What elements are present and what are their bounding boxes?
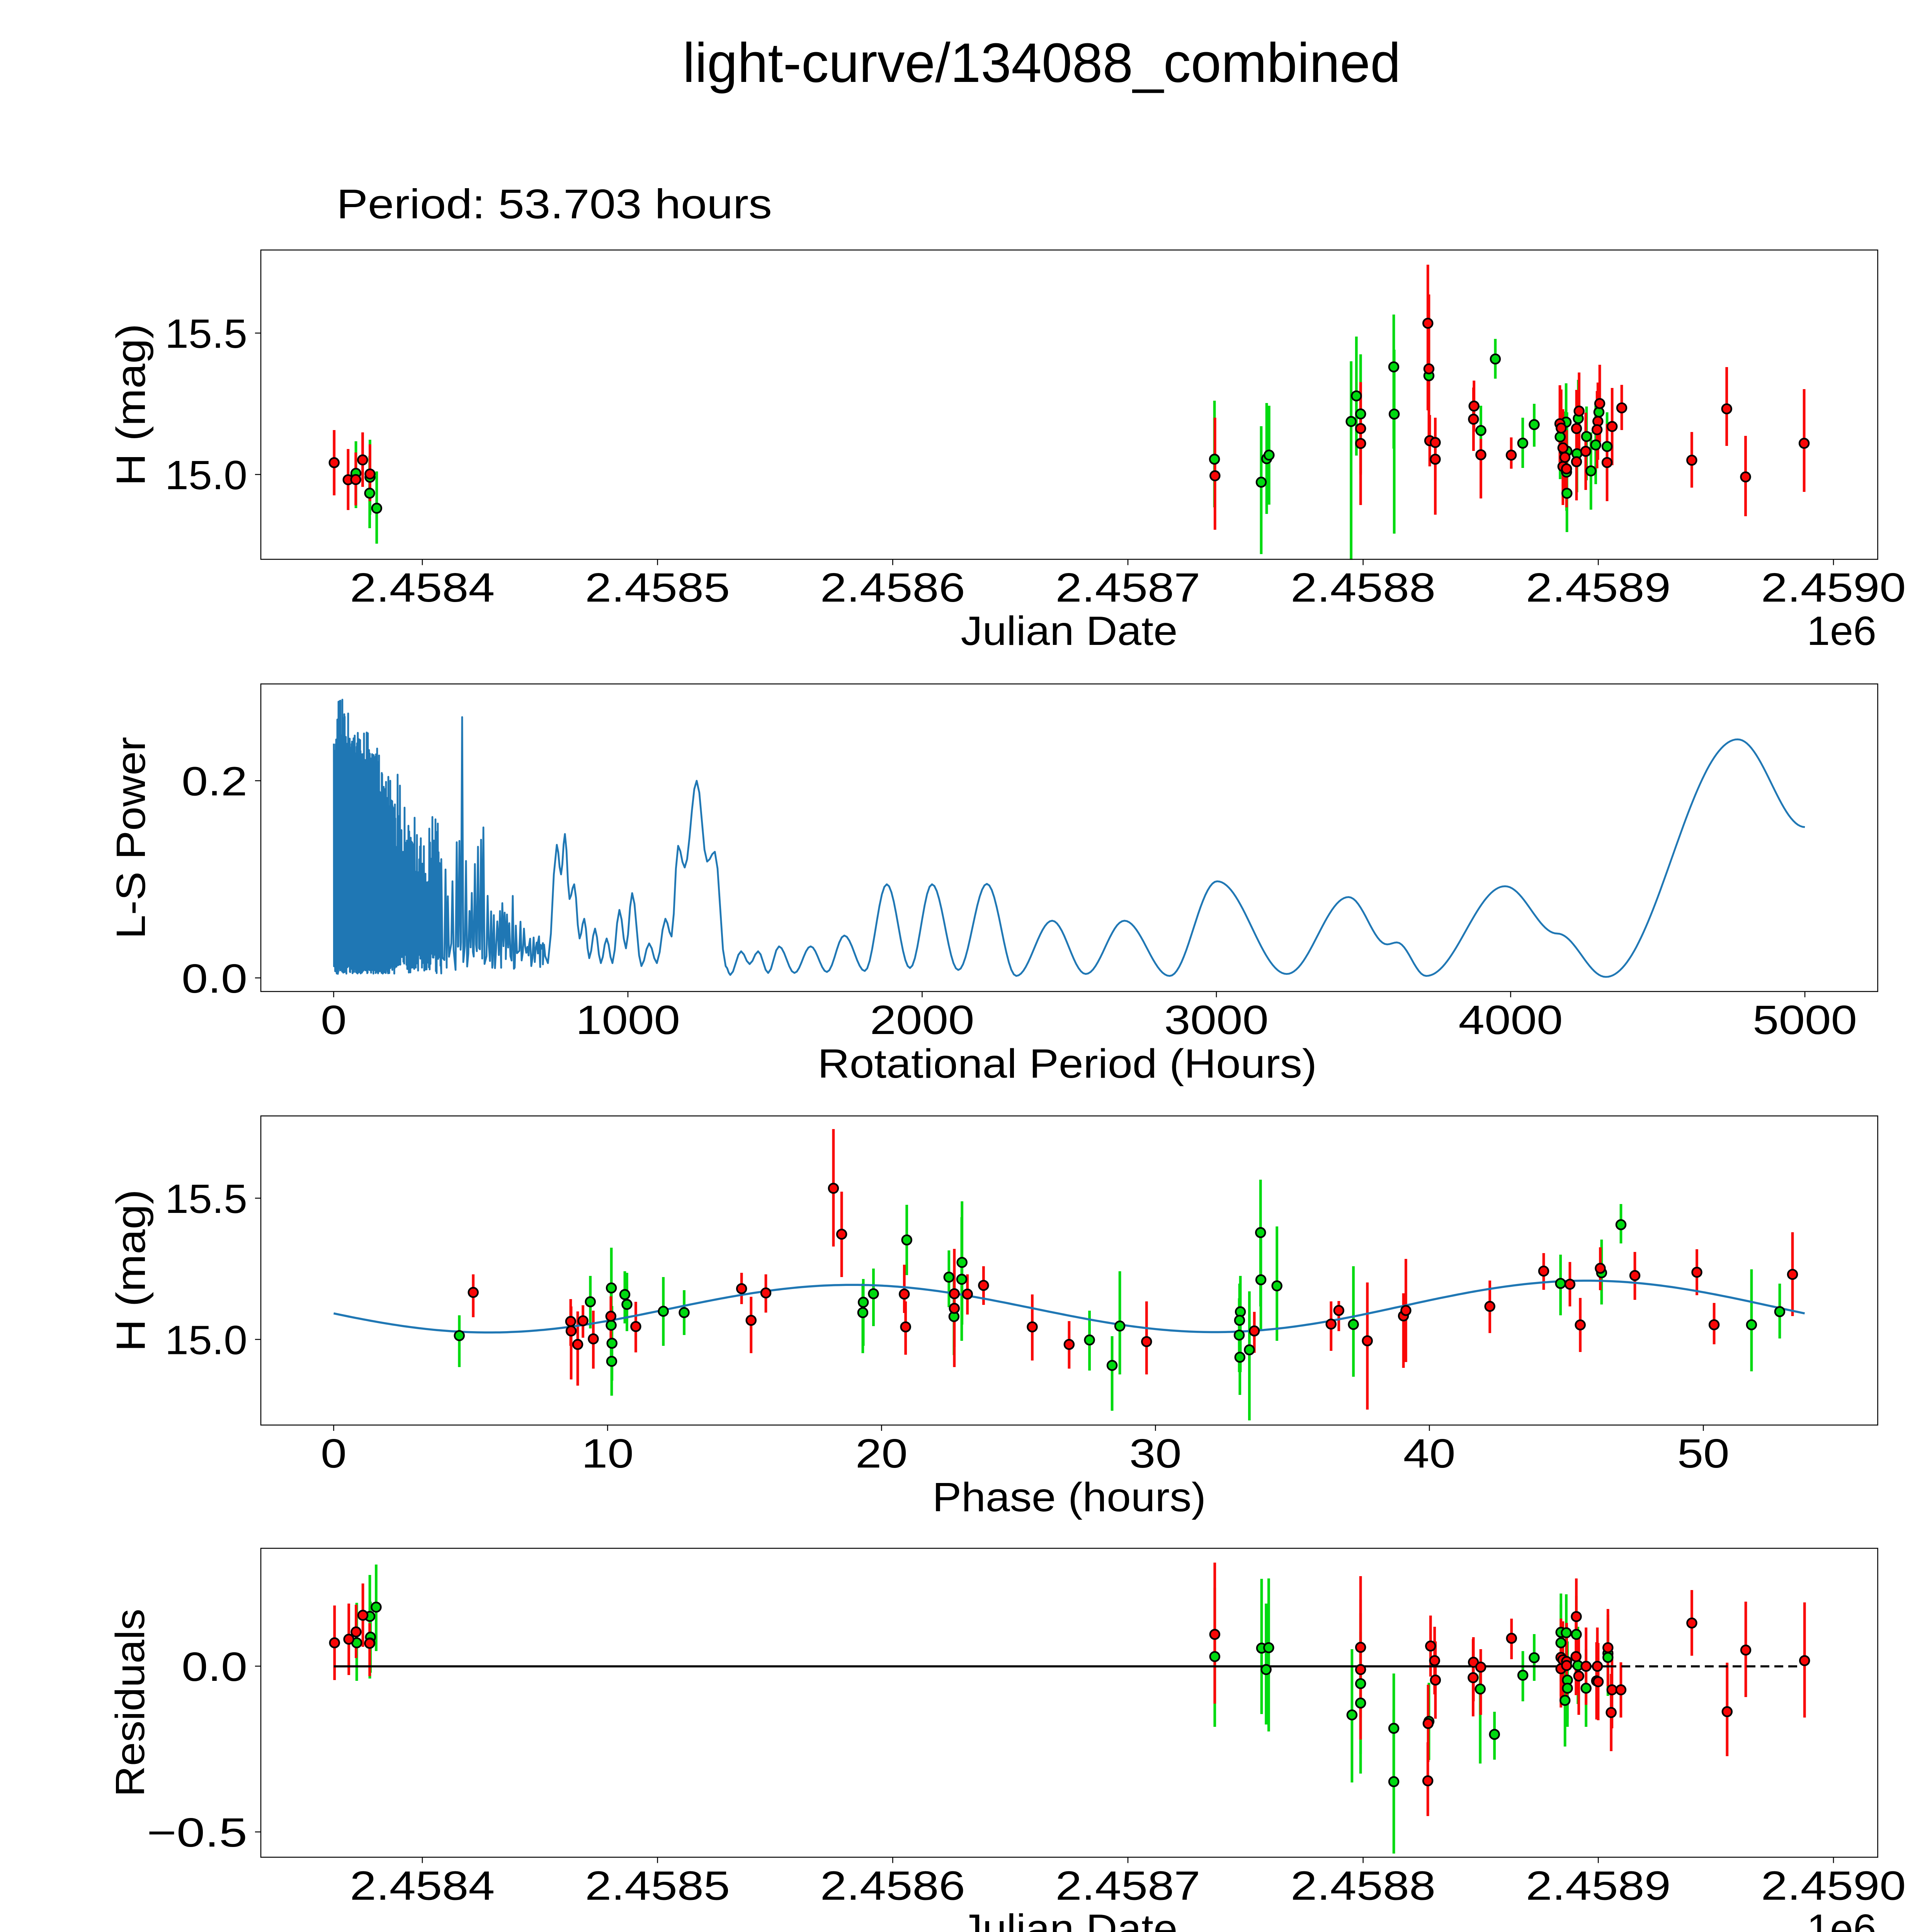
svg-text:3000: 3000: [1164, 997, 1269, 1043]
svg-text:2.4588: 2.4588: [1291, 565, 1435, 611]
svg-text:2.4586: 2.4586: [820, 1863, 965, 1909]
svg-text:1e6: 1e6: [1807, 1906, 1876, 1932]
svg-text:light-curve/134088_combined: light-curve/134088_combined: [683, 32, 1401, 94]
svg-text:Period: 53.703 hours: Period: 53.703 hours: [337, 180, 772, 227]
svg-text:Julian Date: Julian Date: [961, 1906, 1178, 1932]
svg-text:−0.5: −0.5: [147, 1810, 247, 1855]
svg-text:5000: 5000: [1753, 997, 1857, 1043]
svg-text:0.2: 0.2: [182, 759, 247, 804]
svg-text:2.4584: 2.4584: [350, 1863, 495, 1909]
svg-text:Phase (hours): Phase (hours): [932, 1475, 1206, 1520]
svg-text:2.4589: 2.4589: [1526, 565, 1671, 611]
svg-text:2.4587: 2.4587: [1056, 565, 1201, 611]
svg-text:0: 0: [321, 997, 347, 1043]
svg-text:Rotational Period (Hours): Rotational Period (Hours): [818, 1041, 1317, 1087]
svg-text:2.4590: 2.4590: [1761, 1863, 1906, 1909]
svg-text:15.0: 15.0: [165, 1317, 247, 1363]
svg-text:Residuals: Residuals: [107, 1609, 153, 1797]
svg-text:0.0: 0.0: [182, 1644, 247, 1690]
svg-text:L-S Power: L-S Power: [108, 737, 154, 939]
svg-text:15.0: 15.0: [165, 452, 247, 498]
svg-text:1000: 1000: [576, 997, 680, 1043]
svg-text:H (mag): H (mag): [108, 324, 154, 486]
svg-text:2.4584: 2.4584: [350, 565, 495, 611]
svg-text:2.4587: 2.4587: [1056, 1863, 1201, 1909]
svg-text:15.5: 15.5: [165, 311, 247, 357]
svg-text:40: 40: [1403, 1431, 1456, 1476]
svg-text:20: 20: [855, 1431, 908, 1476]
svg-text:2.4585: 2.4585: [585, 565, 730, 611]
svg-text:H (mag): H (mag): [108, 1189, 154, 1352]
svg-text:2.4585: 2.4585: [585, 1863, 730, 1909]
svg-text:50: 50: [1677, 1431, 1730, 1476]
svg-text:Julian Date: Julian Date: [961, 608, 1178, 654]
svg-text:0: 0: [321, 1431, 347, 1476]
svg-text:2.4590: 2.4590: [1761, 565, 1906, 611]
svg-text:2.4586: 2.4586: [820, 565, 965, 611]
svg-text:15.5: 15.5: [165, 1176, 247, 1222]
svg-text:10: 10: [582, 1431, 634, 1476]
svg-text:30: 30: [1129, 1431, 1182, 1476]
svg-text:2.4589: 2.4589: [1526, 1863, 1671, 1909]
svg-text:0.0: 0.0: [182, 956, 247, 1002]
svg-text:2.4588: 2.4588: [1291, 1863, 1435, 1909]
svg-text:4000: 4000: [1459, 997, 1563, 1043]
svg-text:2000: 2000: [870, 997, 975, 1043]
svg-text:1e6: 1e6: [1807, 608, 1876, 654]
